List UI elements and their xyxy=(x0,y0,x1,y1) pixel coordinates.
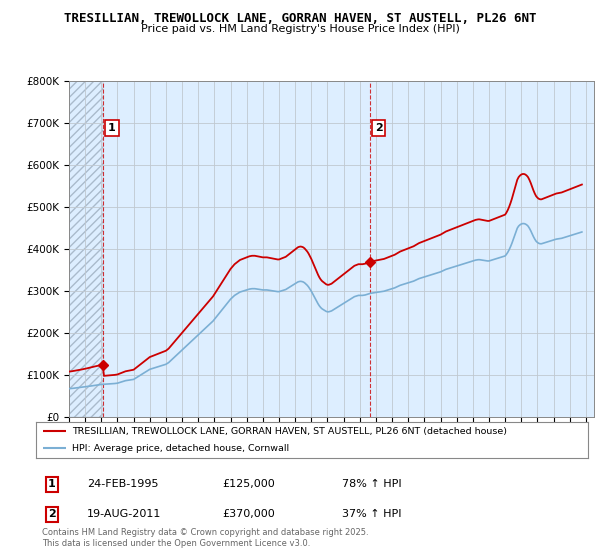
Text: 24-FEB-1995: 24-FEB-1995 xyxy=(87,479,158,489)
Text: 78% ↑ HPI: 78% ↑ HPI xyxy=(342,479,401,489)
Text: 37% ↑ HPI: 37% ↑ HPI xyxy=(342,509,401,519)
Text: HPI: Average price, detached house, Cornwall: HPI: Average price, detached house, Corn… xyxy=(72,444,289,453)
Text: 2: 2 xyxy=(48,509,56,519)
Text: 2: 2 xyxy=(375,123,383,133)
Text: TRESILLIAN, TREWOLLOCK LANE, GORRAN HAVEN, ST AUSTELL, PL26 6NT: TRESILLIAN, TREWOLLOCK LANE, GORRAN HAVE… xyxy=(64,12,536,25)
Text: 1: 1 xyxy=(108,123,116,133)
Text: £370,000: £370,000 xyxy=(222,509,275,519)
Text: £125,000: £125,000 xyxy=(222,479,275,489)
Text: Price paid vs. HM Land Registry's House Price Index (HPI): Price paid vs. HM Land Registry's House … xyxy=(140,24,460,34)
Text: Contains HM Land Registry data © Crown copyright and database right 2025.
This d: Contains HM Land Registry data © Crown c… xyxy=(42,528,368,548)
Text: TRESILLIAN, TREWOLLOCK LANE, GORRAN HAVEN, ST AUSTELL, PL26 6NT (detached house): TRESILLIAN, TREWOLLOCK LANE, GORRAN HAVE… xyxy=(72,427,507,436)
Text: 19-AUG-2011: 19-AUG-2011 xyxy=(87,509,161,519)
Text: 1: 1 xyxy=(48,479,56,489)
